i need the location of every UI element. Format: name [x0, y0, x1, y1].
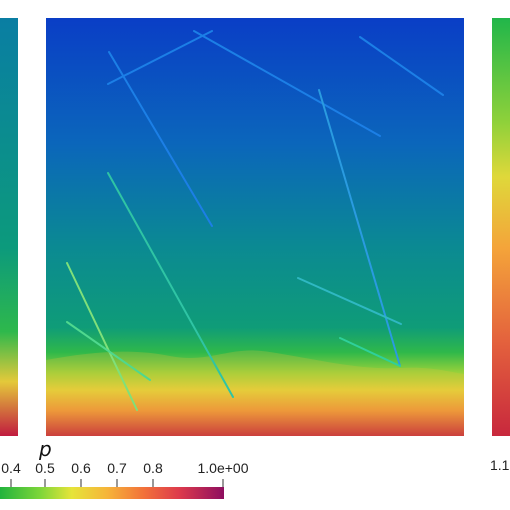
fracture-line — [193, 30, 381, 137]
colorbar-tick-label: 0.6 — [71, 460, 91, 476]
colorbar-tick-label: 0.5 — [35, 460, 55, 476]
colorbar: p 0.4 0.5 0.6 0.7 0.8 1.0e+00 — [0, 437, 249, 499]
fracture-line — [108, 51, 213, 227]
fracture-line — [318, 89, 401, 367]
right-colorbar-tick-label: 1.1 — [490, 457, 510, 473]
warm-band — [46, 350, 464, 436]
colorbar-tick-label: 0.4 — [1, 460, 21, 476]
right-panel — [492, 18, 510, 436]
fracture-line — [107, 172, 234, 398]
fracture-line — [66, 262, 138, 411]
fracture-line — [107, 30, 213, 85]
fracture-lines — [66, 30, 444, 411]
left-panel — [0, 18, 18, 436]
colorbar-gradient — [0, 487, 224, 499]
colorbar-title: p — [38, 437, 52, 461]
colorbar-ticks: 0.4 0.5 0.6 0.7 0.8 1.0e+00 — [1, 460, 249, 487]
main-panel — [46, 18, 464, 436]
fracture-line — [339, 337, 401, 367]
colorbar-tick-label: 0.7 — [107, 460, 127, 476]
colorbar-tick-label: 1.0e+00 — [198, 460, 249, 476]
colorbar-tick-label: 0.8 — [143, 460, 163, 476]
fracture-line — [359, 36, 444, 96]
fracture-line — [297, 277, 402, 325]
fracture-line — [66, 321, 151, 381]
